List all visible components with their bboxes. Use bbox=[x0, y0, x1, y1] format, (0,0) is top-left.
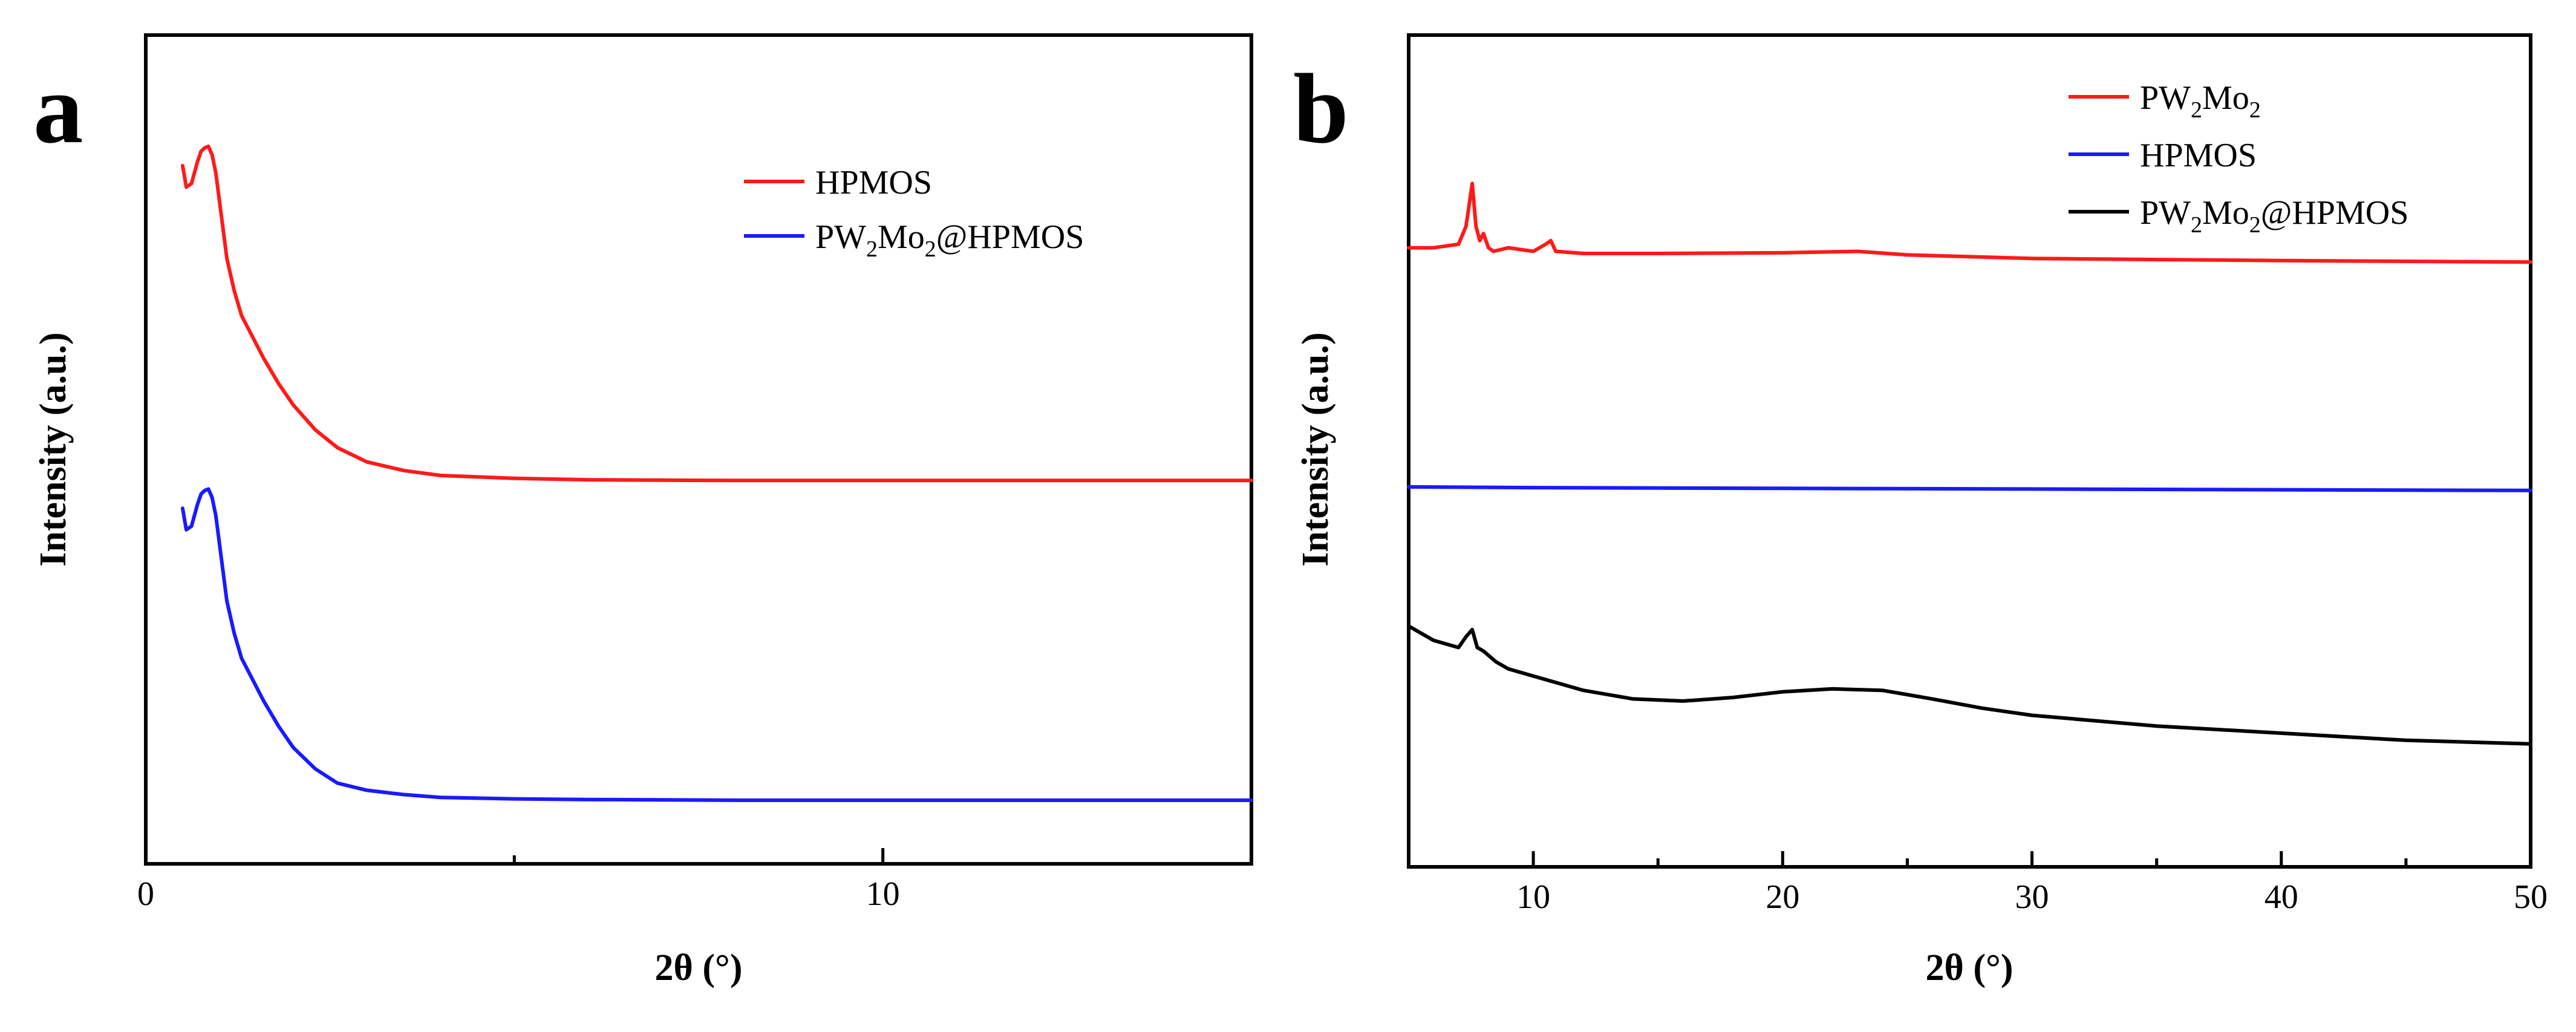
panel-b-x-tick-label: 40 bbox=[2265, 878, 2298, 916]
panel-a-series-line-1 bbox=[180, 487, 1253, 802]
panel-a-plot-frame bbox=[144, 33, 1253, 866]
panel-b-series-line-1 bbox=[1407, 485, 2532, 492]
panel-b-series bbox=[1407, 181, 2532, 746]
panel-b-x-tick-label: 20 bbox=[1766, 878, 1799, 916]
panel-b-series-line-2 bbox=[1407, 624, 2532, 746]
panel-b-x-tick-label: 50 bbox=[2514, 878, 2548, 916]
panel-b-plot-frame bbox=[1407, 33, 2532, 869]
panel-a: a 0 10 HPMOS PW2Mo2@HPMOS 2θ (°) Intensity… bbox=[33, 33, 1253, 988]
panel-a-legend-label-0: HPMOS bbox=[815, 164, 932, 201]
panel-b-y-axis-title: Intensity (a.u.) bbox=[1295, 332, 1336, 567]
panel-b-legend: PW2Mo2 HPMOS PW2Mo2@HPMOS bbox=[2069, 79, 2408, 238]
panel-b-series-line-0 bbox=[1407, 181, 2532, 264]
panel-a-series-line-0 bbox=[180, 145, 1253, 483]
panel-a-legend-label-1: PW2Mo2@HPMOS bbox=[815, 218, 1084, 262]
panel-b-x-axis-title: 2θ (°) bbox=[1926, 947, 2014, 988]
panel-b-legend-label-0: PW2Mo2 bbox=[2140, 79, 2261, 123]
panel-a-letter: a bbox=[33, 53, 83, 164]
panel-a-x-tick-label: 10 bbox=[866, 875, 900, 913]
panel-b-legend-label-2: PW2Mo2@HPMOS bbox=[2140, 194, 2408, 238]
panel-b-letter: b bbox=[1293, 53, 1349, 164]
panel-b-x-tick-label: 30 bbox=[2015, 878, 2049, 916]
panel-a-x-ticks: 0 10 bbox=[137, 848, 900, 913]
panel-a-x-axis-title: 2θ (°) bbox=[655, 947, 743, 988]
panel-b-legend-label-1: HPMOS bbox=[2140, 137, 2257, 174]
panel-b: b 10 20 30 40 50 PW2Mo2 HPMOS PW2Mo2@HPMOS 2θ … bbox=[1293, 33, 2548, 988]
panel-b-x-tick-label: 10 bbox=[1516, 878, 1550, 916]
panel-a-y-axis-title: Intensity (a.u.) bbox=[33, 332, 74, 567]
panel-a-x-tick-label: 0 bbox=[137, 875, 154, 913]
panel-a-legend: HPMOS PW2Mo2@HPMOS bbox=[744, 164, 1084, 262]
panel-a-series bbox=[180, 145, 1253, 802]
panel-b-x-ticks: 10 20 30 40 50 bbox=[1516, 851, 2548, 916]
